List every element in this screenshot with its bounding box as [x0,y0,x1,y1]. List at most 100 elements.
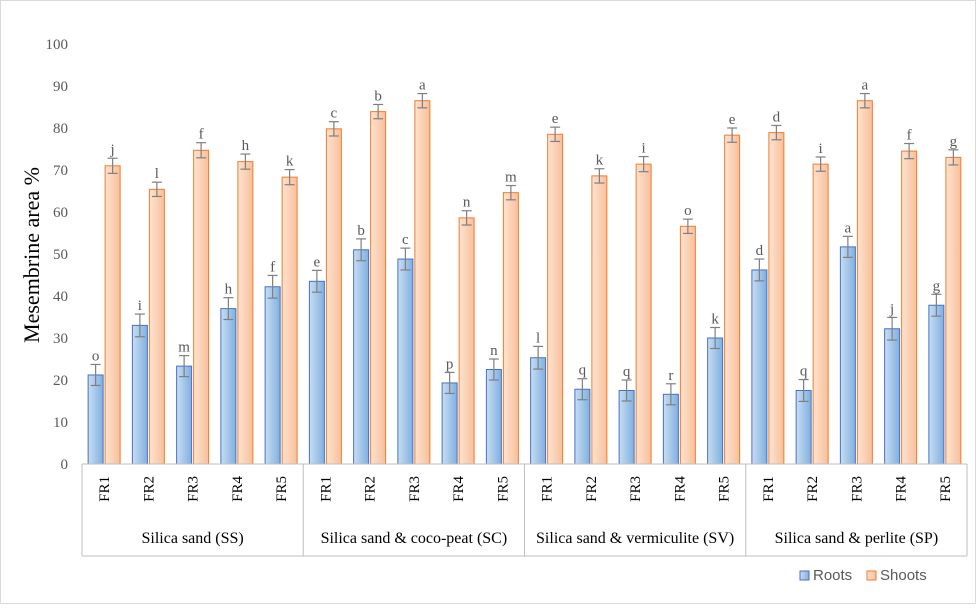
shoots-significance-label: o [684,203,692,219]
shoots-bar [148,188,165,465]
roots-significance-label: q [579,363,587,379]
roots-significance-label: d [756,243,764,259]
legend: Roots Shoots [799,567,927,584]
roots-significance-label: o [92,348,100,364]
shoots-bar [325,128,342,465]
shoots-significance-label: i [819,141,823,157]
shoots-significance-label: h [242,138,250,154]
y-tick-label: 0 [61,457,69,473]
roots-significance-label: n [490,343,498,359]
y-tick-label: 40 [53,289,68,305]
x-tick-label: FR5 [717,476,733,502]
roots-significance-label: q [623,364,631,380]
roots-significance-label: q [800,364,808,380]
group-label: Silica sand (SS) [142,530,244,547]
shoots-significance-label: a [862,78,869,94]
roots-bar [131,324,148,465]
roots-legend-swatch [799,570,810,581]
roots-significance-label: l [536,330,540,346]
roots-significance-label: g [933,278,941,294]
roots-significance-label: i [138,298,142,314]
shoots-significance-label: b [374,88,382,104]
x-tick-label: FR2 [805,476,821,502]
y-tick-label: 60 [53,205,68,221]
group-label: Silica sand & vermiculite (SV) [536,530,734,547]
x-tick-label: FR1 [318,476,334,502]
y-tick-label: 30 [53,331,68,347]
shoots-bar [370,111,387,465]
y-tick-label: 80 [53,121,68,137]
shoots-significance-label: f [199,127,204,143]
x-tick-label: FR4 [894,476,910,502]
shoots-legend-swatch [866,570,877,581]
shoots-bar [856,100,873,465]
shoots-bar [591,175,608,465]
roots-bar [839,246,856,465]
roots-bar [308,280,325,465]
shoots-significance-label: k [286,154,294,170]
y-tick-label: 50 [53,247,68,263]
roots-bar [397,258,414,465]
roots-significance-label: k [711,312,719,328]
roots-bar [353,249,370,465]
roots-bar [485,369,502,465]
roots-significance-label: f [270,259,275,275]
x-tick-label: FR3 [628,476,644,502]
shoots-significance-label: m [505,170,517,186]
x-tick-label: FR4 [451,476,467,502]
roots-significance-label: p [446,356,454,372]
y-axis: 0 10 20 30 40 50 60 70 80 90 100 [46,37,69,473]
x-tick-label: FR3 [849,476,865,502]
shoots-significance-label: k [596,153,604,169]
roots-bar [751,269,768,465]
shoots-bar [547,133,564,465]
shoots-significance-label: g [950,134,958,150]
shoots-significance-label: i [642,141,646,157]
y-tick-label: 20 [53,373,68,389]
shoots-bar [768,132,785,465]
shoots-bar [237,161,254,465]
x-tick-label: FR5 [274,476,290,502]
shoots-bar [502,192,519,465]
y-tick-label: 100 [46,37,69,53]
bars: o j i l m f h h f k e c b b c a p n n m l e q k q i r o k e d d q i a a j f g g [87,78,962,465]
shoots-bar [724,134,741,465]
y-axis-label: Mesembrine area % [19,167,44,343]
x-tick-label: FR2 [363,476,379,502]
shoots-bar [812,163,829,465]
x-tick-label: FR3 [407,476,423,502]
roots-bar [176,365,193,465]
y-tick-label: 90 [53,79,68,95]
x-tick-label: FR4 [672,476,688,502]
roots-significance-label: r [668,368,673,384]
roots-significance-label: b [357,223,365,239]
shoots-bar [281,176,298,465]
roots-bar [574,388,591,465]
x-tick-label: FR2 [584,476,600,502]
shoots-significance-label: l [155,166,159,182]
shoots-significance-label: f [907,128,912,144]
shoots-significance-label: e [729,112,736,128]
shoots-bar [635,163,652,465]
roots-significance-label: j [889,301,894,317]
shoots-significance-label: n [463,195,471,211]
shoots-bar [901,150,918,465]
shoots-legend-label: Shoots [880,567,927,584]
shoots-bar [414,100,431,465]
roots-bar [884,328,901,465]
roots-bar [707,337,724,465]
group-label: Silica sand & perlite (SP) [775,530,939,547]
roots-bar [87,374,104,465]
x-tick-label: FR3 [186,476,202,502]
x-tick-label: FR1 [97,476,113,502]
shoots-significance-label: e [552,111,559,127]
x-tick-label: FR1 [761,476,777,502]
shoots-significance-label: a [419,78,426,94]
y-tick-label: 70 [53,163,68,179]
group-label: Silica sand & coco-peat (SC) [321,530,508,547]
roots-significance-label: h [225,282,233,298]
roots-significance-label: e [314,254,321,270]
roots-bar [264,286,281,465]
